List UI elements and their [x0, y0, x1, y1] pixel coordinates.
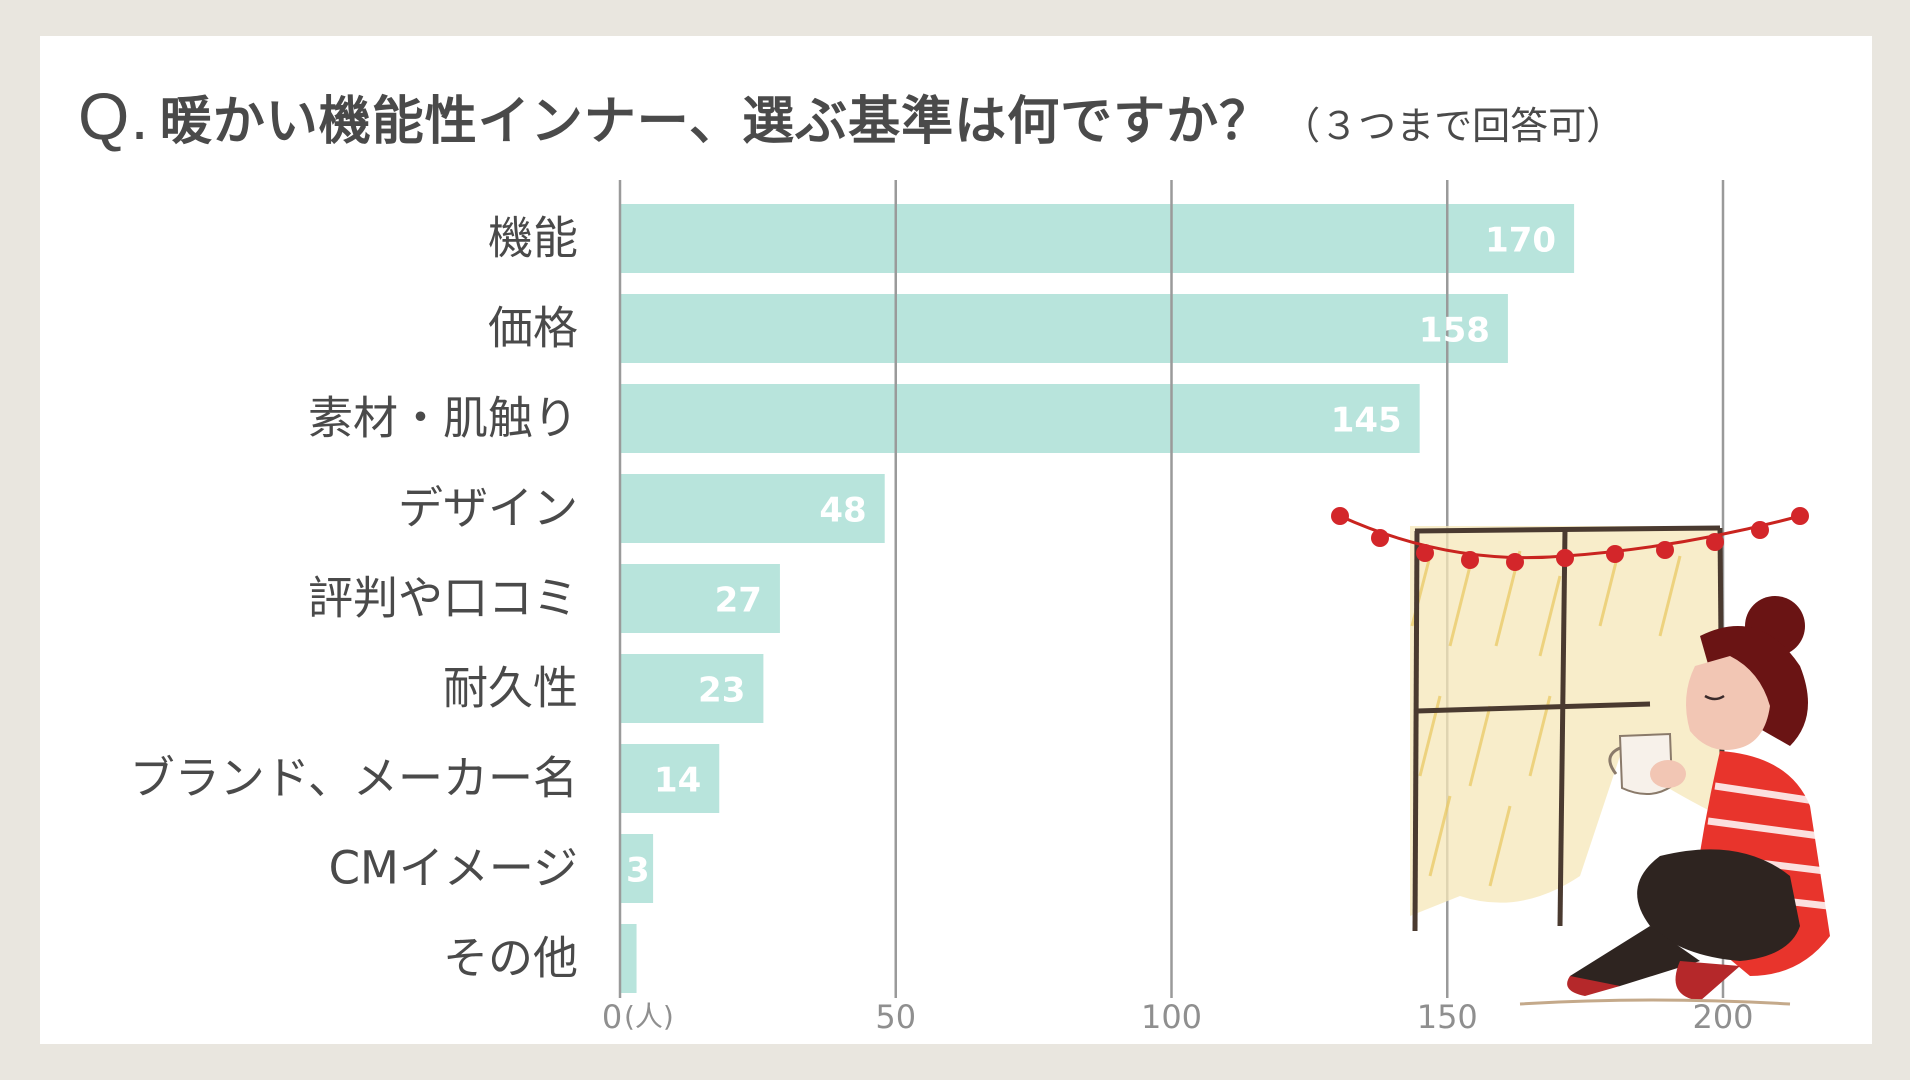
- category-label-8: CMイメージ: [329, 842, 578, 895]
- category-label-3: 素材・肌触り: [308, 392, 578, 445]
- value-label-2: 158: [1419, 311, 1490, 351]
- value-label-4: 48: [819, 491, 866, 531]
- value-label-5: 27: [715, 581, 762, 621]
- category-label-4: デザイン: [398, 482, 578, 535]
- value-label-6: 23: [698, 671, 745, 711]
- woman-drinking-by-window-icon: [1331, 507, 1830, 1006]
- category-label-9: その他: [443, 932, 578, 985]
- value-label-1: 170: [1485, 221, 1556, 261]
- category-label-7: ブランド、メーカー名: [130, 752, 578, 805]
- bar-7: [620, 744, 720, 813]
- tick-label-150: 150: [1417, 998, 1478, 1036]
- value-label-8: 3: [626, 851, 650, 891]
- bar-2: [620, 294, 1508, 363]
- category-label-6: 耐久性: [443, 662, 578, 715]
- question-prefix: Q.: [78, 79, 150, 153]
- chart-card: Q. 暖かい機能性インナー、選ぶ基準は何ですか？ （３つまで回答可） 機能 170…: [40, 36, 1872, 1044]
- tick-label-100: 100: [1141, 998, 1202, 1036]
- category-label-1: 機能: [488, 212, 578, 265]
- bar-chart: 機能 170 価格 158 素材・肌触り 145 デザイン 48 評判や口コミ 27 耐久性 23 ブラ…: [130, 180, 1754, 1036]
- value-label-3: 145: [1331, 401, 1402, 441]
- tick-label-200: 200: [1692, 998, 1753, 1036]
- tick-label-50: 50: [875, 998, 916, 1036]
- bar-1: [620, 204, 1575, 273]
- bar-8: [620, 834, 654, 903]
- unit-label: (人): [624, 1000, 674, 1033]
- question-note: （３つまで回答可）: [1282, 104, 1625, 148]
- bar-9: [620, 924, 637, 993]
- bar-5: [620, 564, 780, 633]
- value-label-7: 14: [654, 761, 701, 801]
- bar-6: [620, 654, 764, 723]
- tick-label-0: 0: [602, 998, 622, 1036]
- bar-3: [620, 384, 1420, 453]
- question-heading: Q. 暖かい機能性インナー、選ぶ基準は何ですか？ （３つまで回答可）: [78, 78, 1624, 168]
- category-label-5: 評判や口コミ: [308, 572, 578, 625]
- question-text: 暖かい機能性インナー、選ぶ基準は何ですか？: [159, 92, 1273, 152]
- bar-4: [620, 474, 885, 543]
- category-label-2: 価格: [488, 302, 578, 355]
